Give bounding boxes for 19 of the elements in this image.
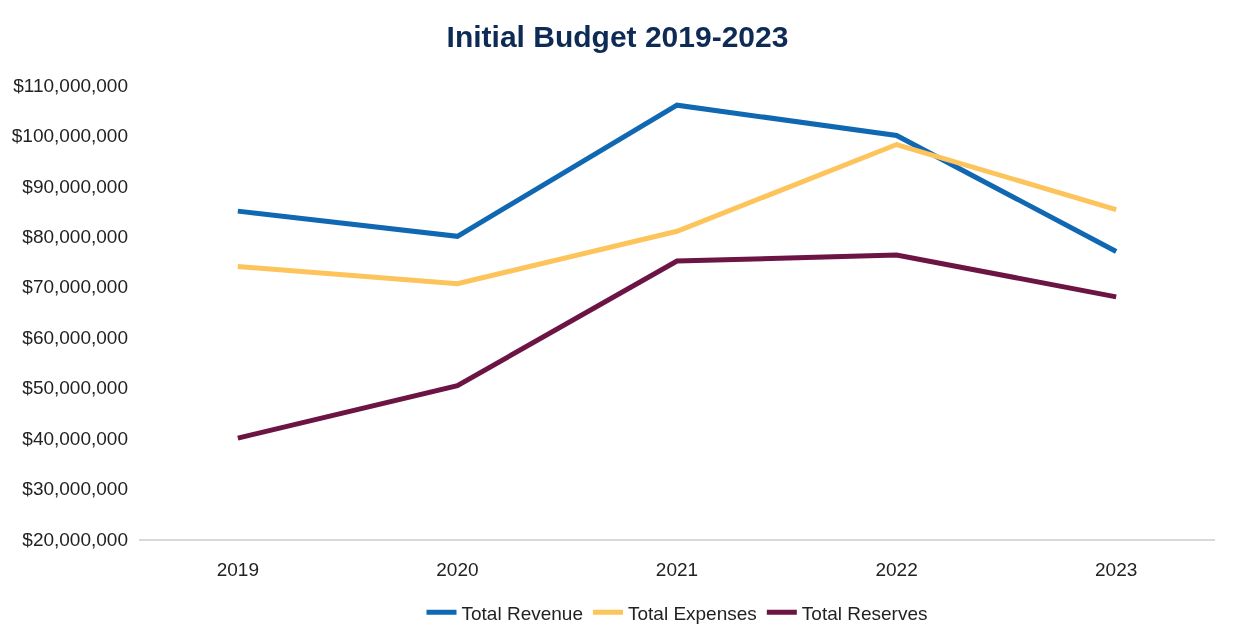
y-tick-label: $90,000,000: [22, 175, 128, 197]
y-tick-label: $100,000,000: [11, 125, 128, 147]
x-tick-label: 2022: [875, 558, 918, 580]
y-tick-label: $50,000,000: [22, 377, 128, 399]
y-tick-label: $40,000,000: [22, 427, 128, 449]
y-tick-label: $70,000,000: [22, 276, 128, 298]
y-tick-label: $20,000,000: [22, 528, 128, 550]
y-tick-label: $110,000,000: [13, 74, 128, 96]
legend-label: Total Reserves: [801, 602, 928, 624]
x-tick-label: 2021: [655, 558, 699, 580]
legend-label: Total Expenses: [627, 602, 757, 624]
x-tick-label: 2019: [216, 558, 259, 580]
legend-label: Total Revenue: [461, 602, 583, 624]
y-tick-label: $80,000,000: [22, 225, 128, 247]
y-tick-label: $30,000,000: [22, 478, 128, 500]
x-tick-label: 2020: [436, 558, 479, 580]
chart-title: Initial Budget 2019-2023: [446, 19, 789, 53]
x-tick-label: 2023: [1095, 558, 1138, 580]
y-tick-label: $60,000,000: [22, 326, 128, 348]
